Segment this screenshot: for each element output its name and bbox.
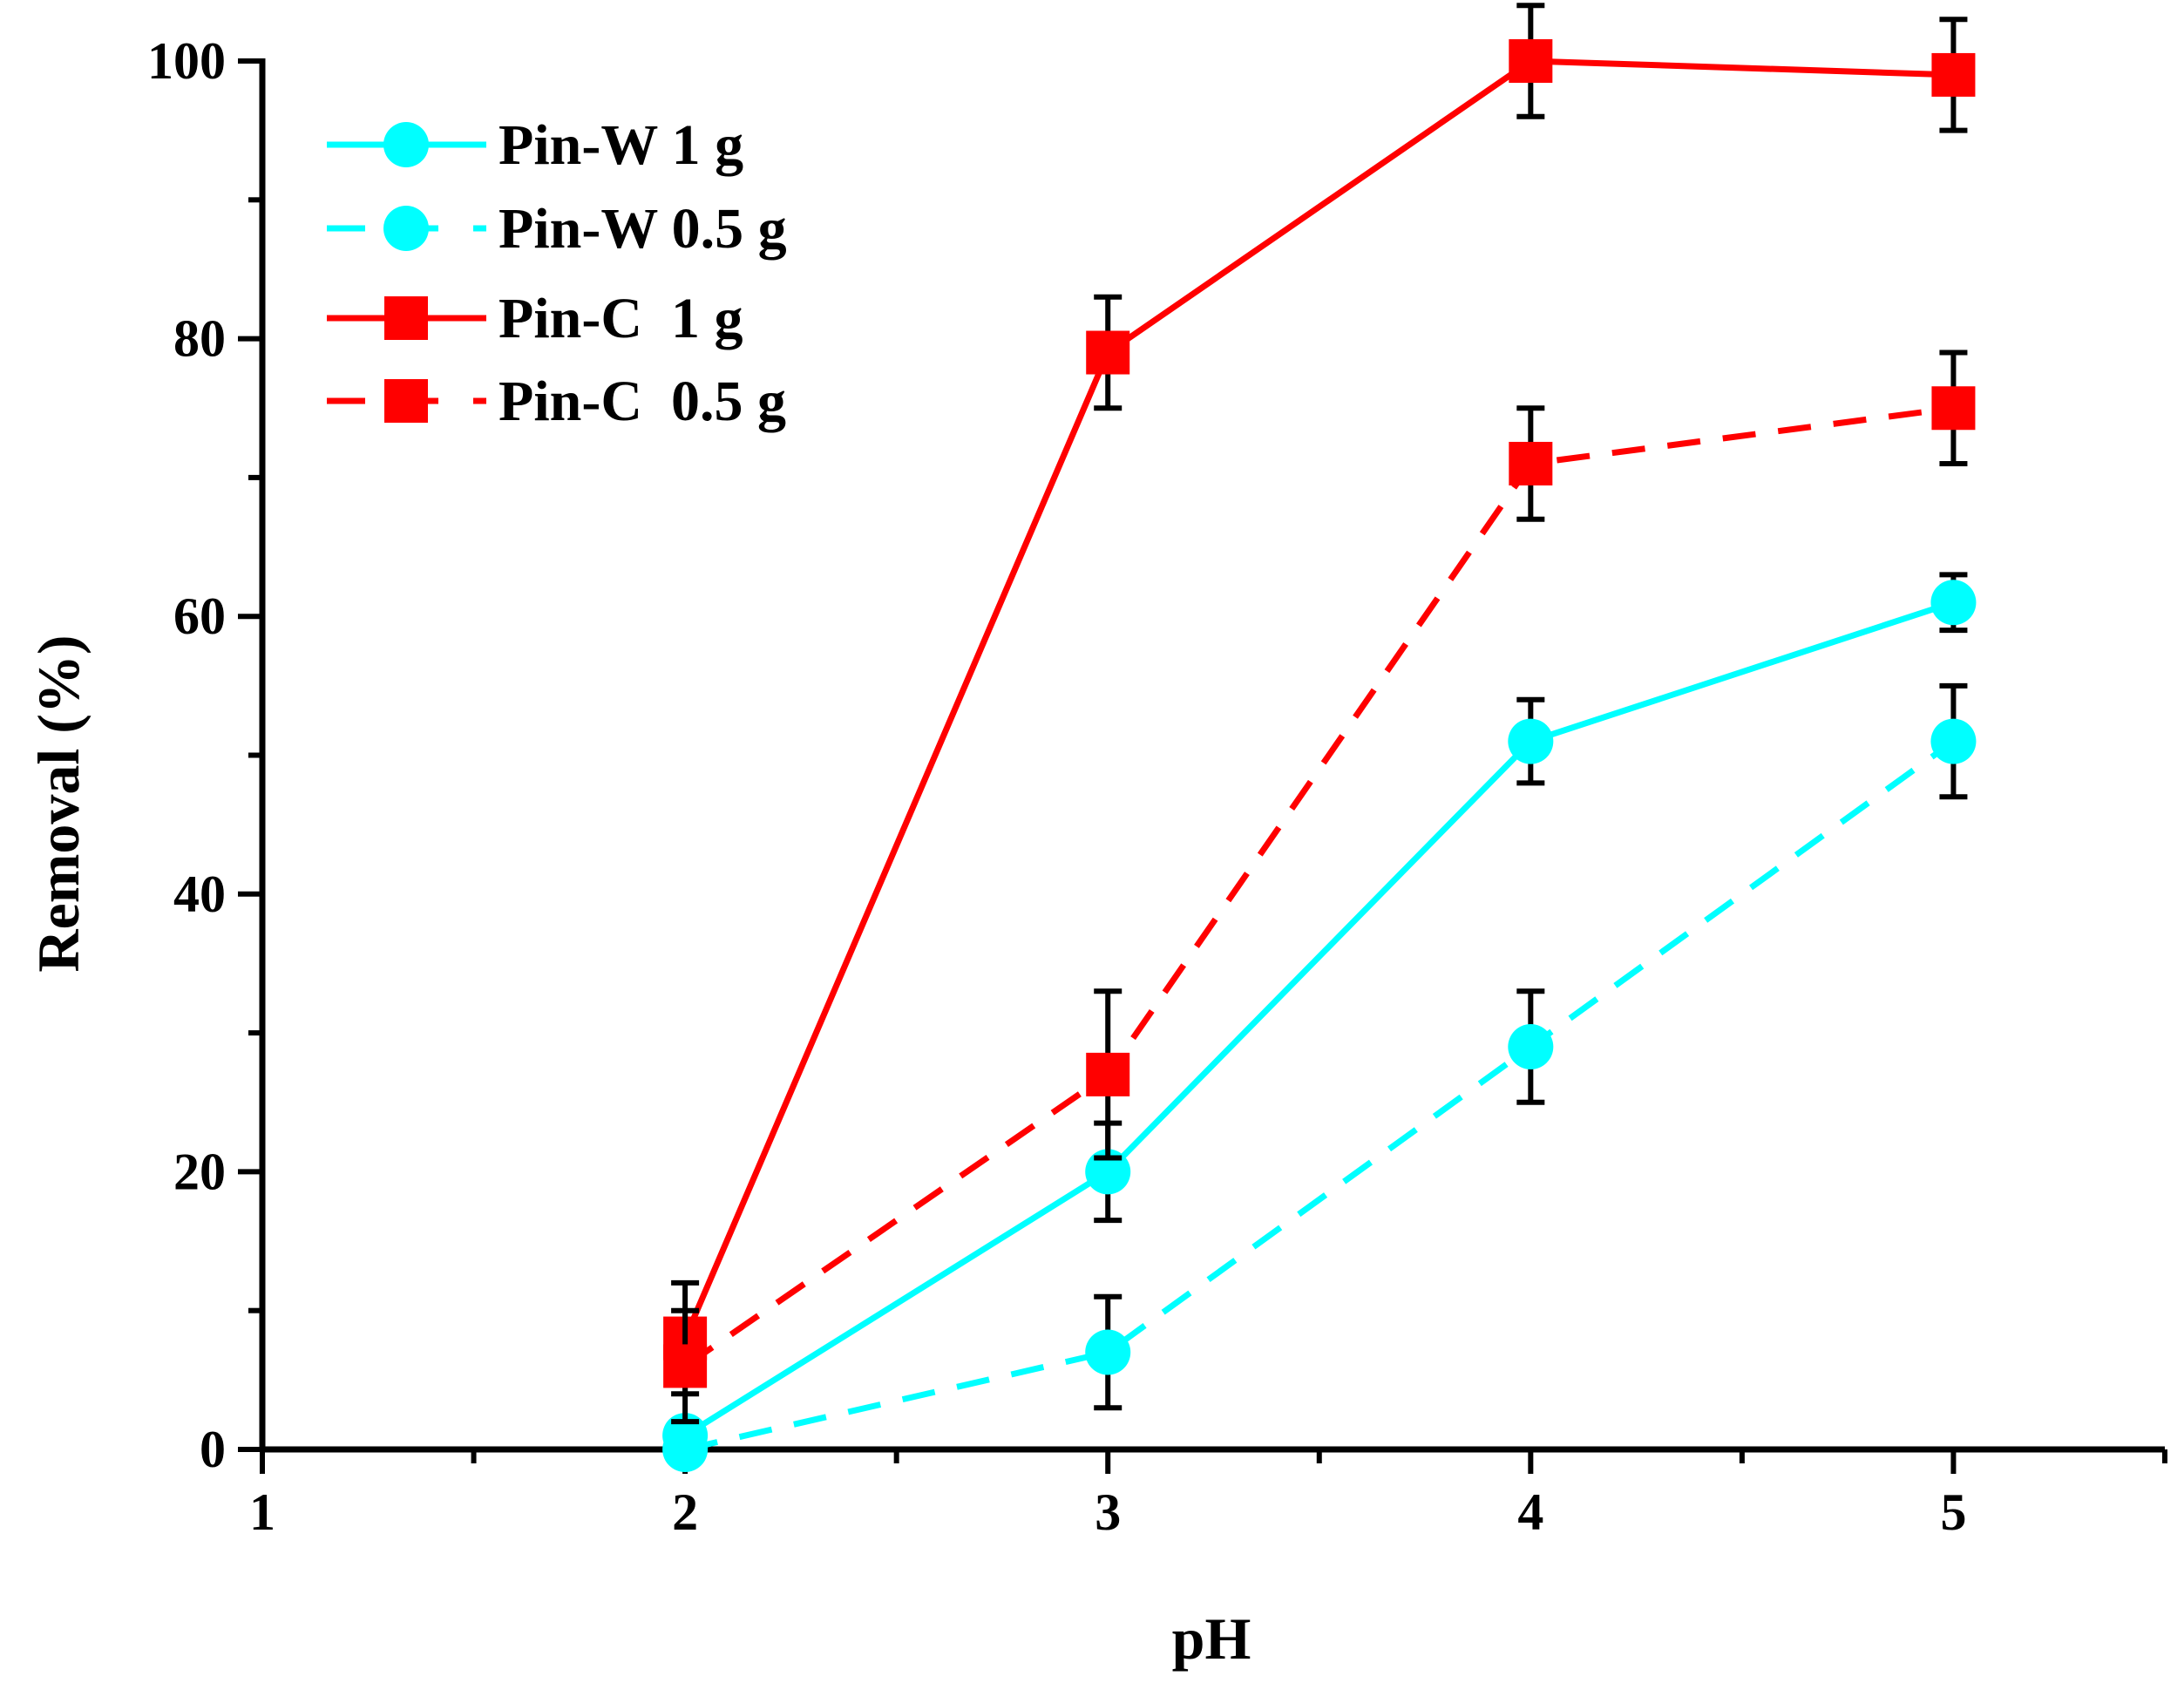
x-tick-label: 3 xyxy=(1095,1483,1121,1541)
legend-marker xyxy=(383,206,429,251)
data-point xyxy=(1931,386,1976,431)
y-tick-label: 80 xyxy=(173,310,226,368)
x-tick-label: 4 xyxy=(1517,1483,1543,1541)
y-tick-label: 0 xyxy=(200,1421,226,1478)
y-tick-label: 100 xyxy=(147,32,226,90)
data-point xyxy=(1508,1024,1554,1070)
x-tick-label: 2 xyxy=(672,1483,698,1541)
data-point xyxy=(1086,1052,1130,1096)
axes: 1 2 3 4 5 0 20 40 60 80 100 xyxy=(147,32,2167,1541)
series-line xyxy=(682,58,1954,1340)
legend: Pin-W 1 g Pin-W 0.5 g Pin-C 1 g Pin-C 0.5 g xyxy=(327,113,787,433)
y-tick-label: 20 xyxy=(173,1143,226,1200)
data-point xyxy=(1508,718,1554,764)
series-4 xyxy=(663,349,1976,1425)
data-point xyxy=(1931,52,1976,97)
data-point xyxy=(1085,1329,1131,1375)
data-point xyxy=(1086,330,1130,375)
data-point xyxy=(1509,39,1553,83)
y-axis-title: Removal (%) xyxy=(25,635,92,972)
legend-marker xyxy=(384,296,428,340)
x-tick-label: 5 xyxy=(1940,1483,1966,1541)
series-line xyxy=(683,404,1954,1369)
legend-label: Pin-C 1 g xyxy=(499,287,743,350)
legend-item-2: Pin-W 0.5 g xyxy=(327,197,787,261)
legend-item-3: Pin-C 1 g xyxy=(327,287,743,350)
series-1 xyxy=(662,572,1977,1459)
series-line xyxy=(684,738,1956,1453)
legend-label: Pin-C 0.5 g xyxy=(499,370,786,433)
series-3 xyxy=(663,3,1976,1397)
legend-item-1: Pin-W 1 g xyxy=(327,113,743,177)
y-tick-label: 60 xyxy=(173,587,226,645)
data-point xyxy=(1509,441,1553,485)
series-group xyxy=(662,3,1977,1472)
legend-label: Pin-W 1 g xyxy=(499,113,743,177)
legend-item-4: Pin-C 0.5 g xyxy=(327,370,786,433)
data-point xyxy=(1930,718,1977,764)
data-point xyxy=(1930,580,1977,626)
legend-marker xyxy=(384,379,428,423)
series-line xyxy=(683,599,1955,1439)
legend-marker xyxy=(383,122,429,167)
y-tick-label: 40 xyxy=(173,865,226,923)
series-2 xyxy=(662,682,1977,1472)
data-point xyxy=(663,1344,708,1388)
x-tick-label: 1 xyxy=(249,1483,275,1541)
data-point xyxy=(662,1427,709,1472)
legend-label: Pin-W 0.5 g xyxy=(499,197,787,261)
x-axis-title: pH xyxy=(1172,1605,1251,1672)
